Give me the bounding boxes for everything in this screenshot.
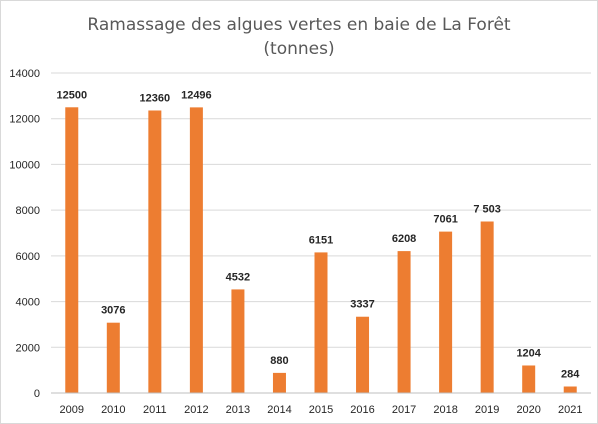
x-tick-label: 2020 [516,404,540,416]
data-label: 284 [561,369,580,381]
data-label: 6208 [392,233,416,245]
data-label: 4532 [226,271,250,283]
y-tick-label: 0 [34,388,40,400]
x-tick-label: 2018 [433,404,457,416]
x-tick-label: 2014 [267,404,291,416]
y-tick-label: 4000 [16,297,40,309]
y-tick-label: 10000 [9,159,40,171]
x-tick-label: 2019 [475,404,499,416]
bar [231,289,245,393]
y-axis-ticks: 0 2000 4000 6000 8000 10000 12000 14000 [9,68,40,400]
data-label: 12360 [140,92,171,104]
x-tick-label: 2013 [226,404,250,416]
bar [65,107,79,394]
x-tick-label: 2010 [101,404,125,416]
bar [397,251,411,393]
x-tick-label: 2011 [143,404,167,416]
bar [480,221,494,393]
y-tick-label: 14000 [9,68,40,80]
bar [522,365,536,393]
data-label: 6151 [309,234,333,246]
x-tick-label: 2017 [392,404,416,416]
x-axis-ticks: 2009 2010 2011 2012 2013 2014 2015 2016 2017 2018… [60,404,583,416]
bars [65,107,577,394]
data-label: 3076 [101,305,125,317]
bar [106,322,120,393]
y-tick-label: 6000 [16,251,40,263]
chart-title-line-1: Ramassage des algues vertes en baie de L… [87,15,510,35]
bar [356,316,370,393]
x-tick-label: 2016 [350,404,374,416]
bar [439,231,453,393]
data-labels: 12500 3076 12360 12496 4532 880 6151 3337 6208 70… [56,89,580,380]
bar [272,372,286,393]
y-tick-label: 2000 [16,342,40,354]
x-tick-label: 2009 [60,404,84,416]
bar [563,386,577,393]
x-tick-label: 2012 [184,404,208,416]
data-label: 12496 [181,89,212,101]
data-label: 1204 [516,347,541,359]
x-tick-label: 2021 [558,404,582,416]
chart-title-line-2: (tonnes) [263,39,334,59]
data-label: 7 503 [473,204,501,216]
bar [189,107,203,394]
y-tick-label: 8000 [16,205,40,217]
bar [314,252,328,393]
x-tick-label: 2015 [309,404,333,416]
bar [148,110,162,393]
data-label: 3337 [350,299,374,311]
data-label: 880 [270,355,288,367]
y-tick-label: 12000 [9,114,40,126]
data-label: 12500 [56,89,87,101]
data-label: 7061 [433,214,457,226]
